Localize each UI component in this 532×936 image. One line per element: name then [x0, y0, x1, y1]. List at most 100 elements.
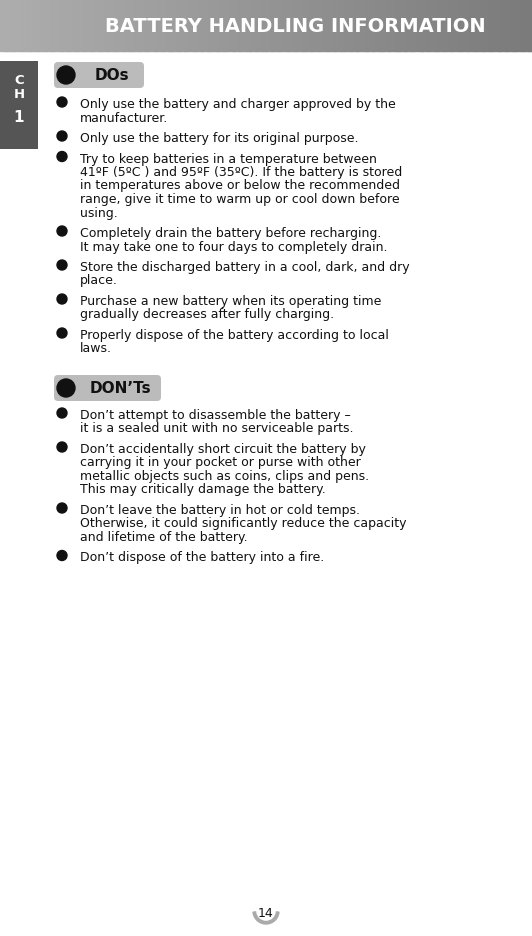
Bar: [158, 0, 160, 51]
Bar: [64, 0, 66, 51]
Bar: [489, 0, 492, 51]
Bar: [12, 0, 15, 51]
Bar: [97, 0, 100, 51]
Bar: [92, 0, 95, 51]
Bar: [440, 0, 442, 51]
Bar: [310, 0, 313, 51]
Bar: [318, 0, 320, 51]
Bar: [192, 0, 194, 51]
Bar: [339, 0, 341, 51]
Bar: [165, 0, 167, 51]
Text: Try to keep batteries in a temperature between: Try to keep batteries in a temperature b…: [80, 153, 377, 166]
Bar: [424, 0, 426, 51]
Bar: [362, 0, 364, 51]
Bar: [28, 0, 31, 51]
Bar: [220, 0, 222, 51]
Bar: [140, 0, 143, 51]
Bar: [144, 0, 146, 51]
Circle shape: [57, 132, 67, 142]
Bar: [197, 0, 199, 51]
Bar: [177, 0, 180, 51]
Bar: [23, 0, 26, 51]
Bar: [255, 0, 257, 51]
Text: It may take one to four days to completely drain.: It may take one to four days to complete…: [80, 241, 387, 254]
Bar: [161, 0, 164, 51]
Bar: [363, 0, 366, 51]
Bar: [153, 0, 155, 51]
Bar: [85, 0, 87, 51]
Bar: [275, 0, 277, 51]
Bar: [468, 0, 470, 51]
Bar: [190, 0, 192, 51]
Bar: [245, 0, 247, 51]
Bar: [213, 0, 215, 51]
Bar: [52, 0, 54, 51]
Text: place.: place.: [80, 274, 118, 287]
Bar: [451, 0, 453, 51]
Bar: [271, 0, 273, 51]
Bar: [37, 0, 39, 51]
Text: Don’t leave the battery in hot or cold temps.: Don’t leave the battery in hot or cold t…: [80, 504, 360, 517]
Bar: [147, 0, 149, 51]
Bar: [512, 0, 515, 51]
Bar: [259, 0, 261, 51]
Bar: [367, 0, 369, 51]
Text: Completely drain the battery before recharging.: Completely drain the battery before rech…: [80, 227, 381, 240]
Bar: [254, 0, 256, 51]
Bar: [525, 0, 527, 51]
Bar: [2, 0, 4, 51]
Bar: [427, 0, 430, 51]
Bar: [467, 0, 469, 51]
Bar: [39, 0, 41, 51]
Bar: [504, 0, 506, 51]
Bar: [442, 0, 444, 51]
Text: Store the discharged battery in a cool, dark, and dry: Store the discharged battery in a cool, …: [80, 261, 410, 273]
Bar: [518, 0, 520, 51]
Bar: [528, 0, 531, 51]
Bar: [113, 0, 116, 51]
Bar: [509, 0, 511, 51]
Bar: [202, 0, 204, 51]
Text: DOs: DOs: [95, 68, 129, 83]
Bar: [172, 0, 174, 51]
Bar: [344, 0, 346, 51]
Bar: [170, 0, 172, 51]
Circle shape: [57, 551, 67, 561]
Text: metallic objects such as coins, clips and pens.: metallic objects such as coins, clips an…: [80, 470, 369, 482]
Bar: [331, 0, 334, 51]
Bar: [456, 0, 458, 51]
Bar: [65, 0, 68, 51]
Bar: [46, 0, 48, 51]
Bar: [7, 0, 10, 51]
Bar: [195, 0, 197, 51]
Bar: [334, 0, 336, 51]
Bar: [122, 0, 124, 51]
Text: BATTERY HANDLING INFORMATION: BATTERY HANDLING INFORMATION: [105, 17, 485, 36]
Bar: [0, 0, 2, 51]
Text: manufacturer.: manufacturer.: [80, 111, 168, 124]
Text: DON’Ts: DON’Ts: [89, 381, 151, 396]
Bar: [103, 0, 105, 51]
Bar: [163, 0, 165, 51]
Bar: [4, 0, 6, 51]
Bar: [436, 0, 438, 51]
Bar: [505, 0, 508, 51]
Bar: [325, 0, 327, 51]
Bar: [34, 0, 36, 51]
Bar: [209, 0, 212, 51]
Bar: [78, 0, 80, 51]
Bar: [399, 0, 401, 51]
Circle shape: [57, 443, 67, 452]
Bar: [411, 0, 414, 51]
Bar: [236, 0, 238, 51]
Bar: [138, 0, 140, 51]
Bar: [475, 0, 478, 51]
Circle shape: [57, 67, 75, 85]
Bar: [484, 0, 486, 51]
Bar: [520, 0, 522, 51]
Bar: [390, 0, 393, 51]
Bar: [426, 0, 428, 51]
Wedge shape: [253, 912, 279, 924]
Bar: [206, 0, 208, 51]
Bar: [68, 0, 70, 51]
